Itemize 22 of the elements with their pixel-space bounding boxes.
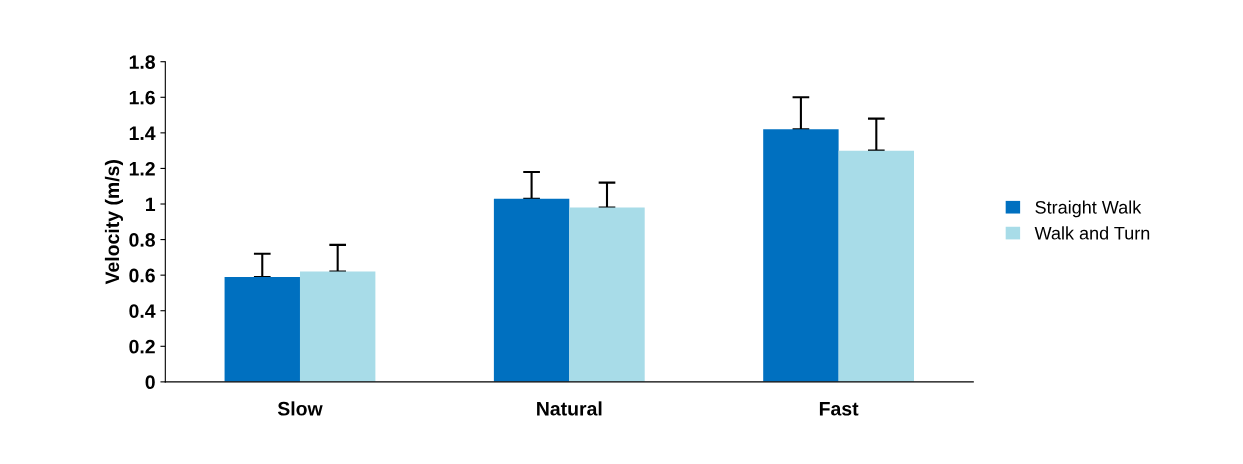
y-tick-label: 1 — [146, 197, 156, 212]
bar — [763, 129, 839, 382]
legend-label: Walk and Turn — [1034, 226, 1150, 240]
y-tick-label: 1.8 — [129, 55, 155, 69]
x-tick-label: Slow — [277, 401, 323, 416]
y-tick-label: 0 — [145, 375, 155, 390]
y-axis-title: Velocity (m/s) — [104, 160, 124, 285]
bar — [838, 150, 915, 382]
bar — [493, 198, 570, 382]
y-tick-label: 0.6 — [129, 268, 155, 283]
y-tick-label: 1.2 — [129, 161, 155, 176]
x-tick-label: Natural — [537, 401, 602, 416]
bar — [299, 271, 376, 382]
y-tick-label: 0.2 — [129, 339, 155, 354]
legend-label: Straight Walk — [1035, 200, 1142, 218]
y-tick-label: 0.8 — [129, 233, 155, 247]
bar — [224, 276, 300, 382]
bar — [569, 207, 645, 382]
x-tick-label: Fast — [819, 402, 859, 416]
y-tick-label: 1.4 — [129, 126, 156, 140]
y-tick-label: 0.4 — [129, 304, 156, 318]
y-tick-label: 1.6 — [129, 90, 155, 105]
